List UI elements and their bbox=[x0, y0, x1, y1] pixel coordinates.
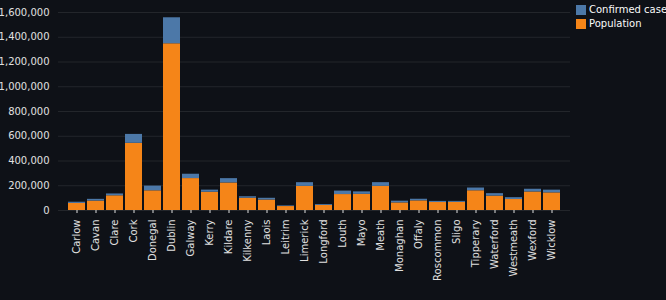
svg-text:Sligo: Sligo bbox=[451, 220, 462, 244]
svg-text:Monaghan: Monaghan bbox=[394, 220, 405, 272]
svg-text:1,000,000: 1,000,000 bbox=[0, 81, 50, 92]
svg-text:200,000: 200,000 bbox=[8, 180, 49, 191]
svg-text:Carlow: Carlow bbox=[71, 220, 82, 254]
svg-text:Donegal: Donegal bbox=[147, 220, 158, 262]
svg-text:Mayo: Mayo bbox=[356, 220, 367, 247]
svg-text:Cork: Cork bbox=[128, 219, 139, 242]
svg-text:Longford: Longford bbox=[318, 220, 329, 264]
svg-text:Waterford: Waterford bbox=[489, 220, 500, 269]
svg-text:Wicklow: Wicklow bbox=[546, 220, 557, 261]
svg-text:1,400,000: 1,400,000 bbox=[0, 31, 50, 42]
svg-text:Louth: Louth bbox=[337, 220, 348, 248]
svg-text:Clare: Clare bbox=[109, 220, 120, 246]
svg-text:Limerick: Limerick bbox=[299, 219, 310, 262]
svg-text:Galway: Galway bbox=[185, 219, 196, 256]
svg-text:Dublin: Dublin bbox=[166, 220, 177, 252]
html-text:Population: Population bbox=[589, 18, 642, 29]
svg-text:800,000: 800,000 bbox=[8, 106, 49, 117]
svg-text:Roscommon: Roscommon bbox=[432, 220, 443, 281]
svg-text:1,600,000: 1,600,000 bbox=[0, 7, 50, 18]
svg-text:Kildare: Kildare bbox=[223, 220, 234, 255]
svg-text:Laois: Laois bbox=[261, 220, 272, 246]
svg-text:400,000: 400,000 bbox=[8, 155, 49, 166]
svg-text:Meath: Meath bbox=[375, 220, 386, 251]
svg-text:Westmeath: Westmeath bbox=[508, 220, 519, 277]
svg-text:Kerry: Kerry bbox=[204, 219, 215, 245]
svg-text:Kilkenny: Kilkenny bbox=[242, 219, 253, 261]
svg-text:Wexford: Wexford bbox=[527, 220, 538, 261]
svg-text:0: 0 bbox=[43, 205, 49, 216]
svg-text:Cavan: Cavan bbox=[90, 220, 101, 252]
svg-text:1,200,000: 1,200,000 bbox=[0, 56, 50, 67]
svg-text:Tipperary: Tipperary bbox=[470, 219, 481, 268]
svg-text:Leitrim: Leitrim bbox=[280, 220, 291, 255]
svg-text:Offaly: Offaly bbox=[413, 219, 424, 249]
svg-text:600,000: 600,000 bbox=[8, 130, 49, 141]
